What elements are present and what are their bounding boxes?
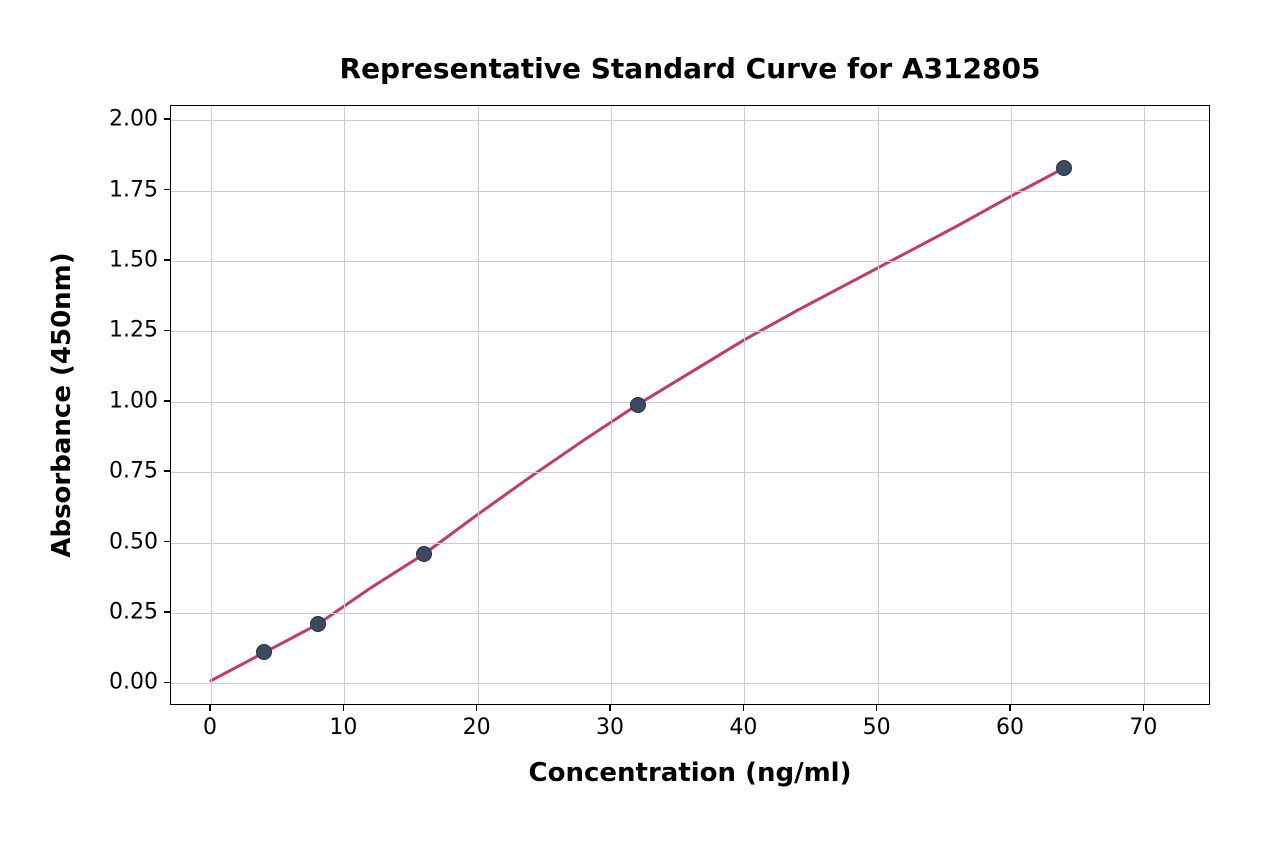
y-tick-label: 0.75 (109, 459, 158, 484)
y-tick-label: 2.00 (109, 107, 158, 132)
x-tick-mark (1143, 705, 1145, 711)
grid-line-horizontal (171, 120, 1209, 121)
y-tick-mark (164, 189, 170, 191)
x-tick-mark (209, 705, 211, 711)
data-point-marker (630, 397, 646, 413)
fitted-curve (171, 106, 1211, 706)
grid-line-vertical (344, 106, 345, 704)
y-tick-mark (164, 541, 170, 543)
grid-line-vertical (211, 106, 212, 704)
y-tick-label: 1.50 (109, 247, 158, 272)
grid-line-horizontal (171, 402, 1209, 403)
data-point-marker (416, 546, 432, 562)
grid-line-vertical (611, 106, 612, 704)
chart-container: Representative Standard Curve for A31280… (0, 0, 1280, 845)
y-tick-mark (164, 470, 170, 472)
y-tick-label: 1.00 (109, 388, 158, 413)
x-tick-label: 60 (996, 715, 1024, 740)
y-axis-label: Absorbance (450nm) (47, 252, 77, 557)
grid-line-vertical (744, 106, 745, 704)
y-tick-mark (164, 330, 170, 332)
grid-line-vertical (1144, 106, 1145, 704)
x-tick-label: 0 (203, 715, 217, 740)
y-tick-mark (164, 259, 170, 261)
x-tick-label: 40 (729, 715, 757, 740)
grid-line-vertical (878, 106, 879, 704)
data-point-marker (256, 644, 272, 660)
y-tick-mark (164, 611, 170, 613)
chart-title: Representative Standard Curve for A31280… (340, 52, 1041, 85)
data-point-marker (1056, 160, 1072, 176)
curve-path (211, 168, 1064, 681)
x-tick-mark (343, 705, 345, 711)
grid-line-horizontal (171, 613, 1209, 614)
x-tick-label: 70 (1129, 715, 1157, 740)
grid-line-vertical (478, 106, 479, 704)
x-tick-mark (743, 705, 745, 711)
grid-line-horizontal (171, 543, 1209, 544)
grid-line-horizontal (171, 331, 1209, 332)
grid-line-horizontal (171, 683, 1209, 684)
grid-line-horizontal (171, 191, 1209, 192)
y-tick-mark (164, 400, 170, 402)
x-tick-mark (476, 705, 478, 711)
data-point-marker (310, 616, 326, 632)
x-tick-label: 10 (329, 715, 357, 740)
y-tick-label: 1.25 (109, 318, 158, 343)
x-tick-label: 30 (596, 715, 624, 740)
x-tick-label: 20 (463, 715, 491, 740)
y-tick-label: 0.00 (109, 670, 158, 695)
y-tick-mark (164, 118, 170, 120)
y-tick-label: 0.50 (109, 529, 158, 554)
y-tick-label: 1.75 (109, 177, 158, 202)
grid-line-vertical (1011, 106, 1012, 704)
x-tick-label: 50 (863, 715, 891, 740)
y-tick-mark (164, 682, 170, 684)
x-tick-mark (1009, 705, 1011, 711)
y-tick-label: 0.25 (109, 600, 158, 625)
grid-line-horizontal (171, 261, 1209, 262)
x-axis-label: Concentration (ng/ml) (529, 758, 852, 788)
grid-line-horizontal (171, 472, 1209, 473)
x-tick-mark (876, 705, 878, 711)
x-tick-mark (609, 705, 611, 711)
plot-area (170, 105, 1210, 705)
